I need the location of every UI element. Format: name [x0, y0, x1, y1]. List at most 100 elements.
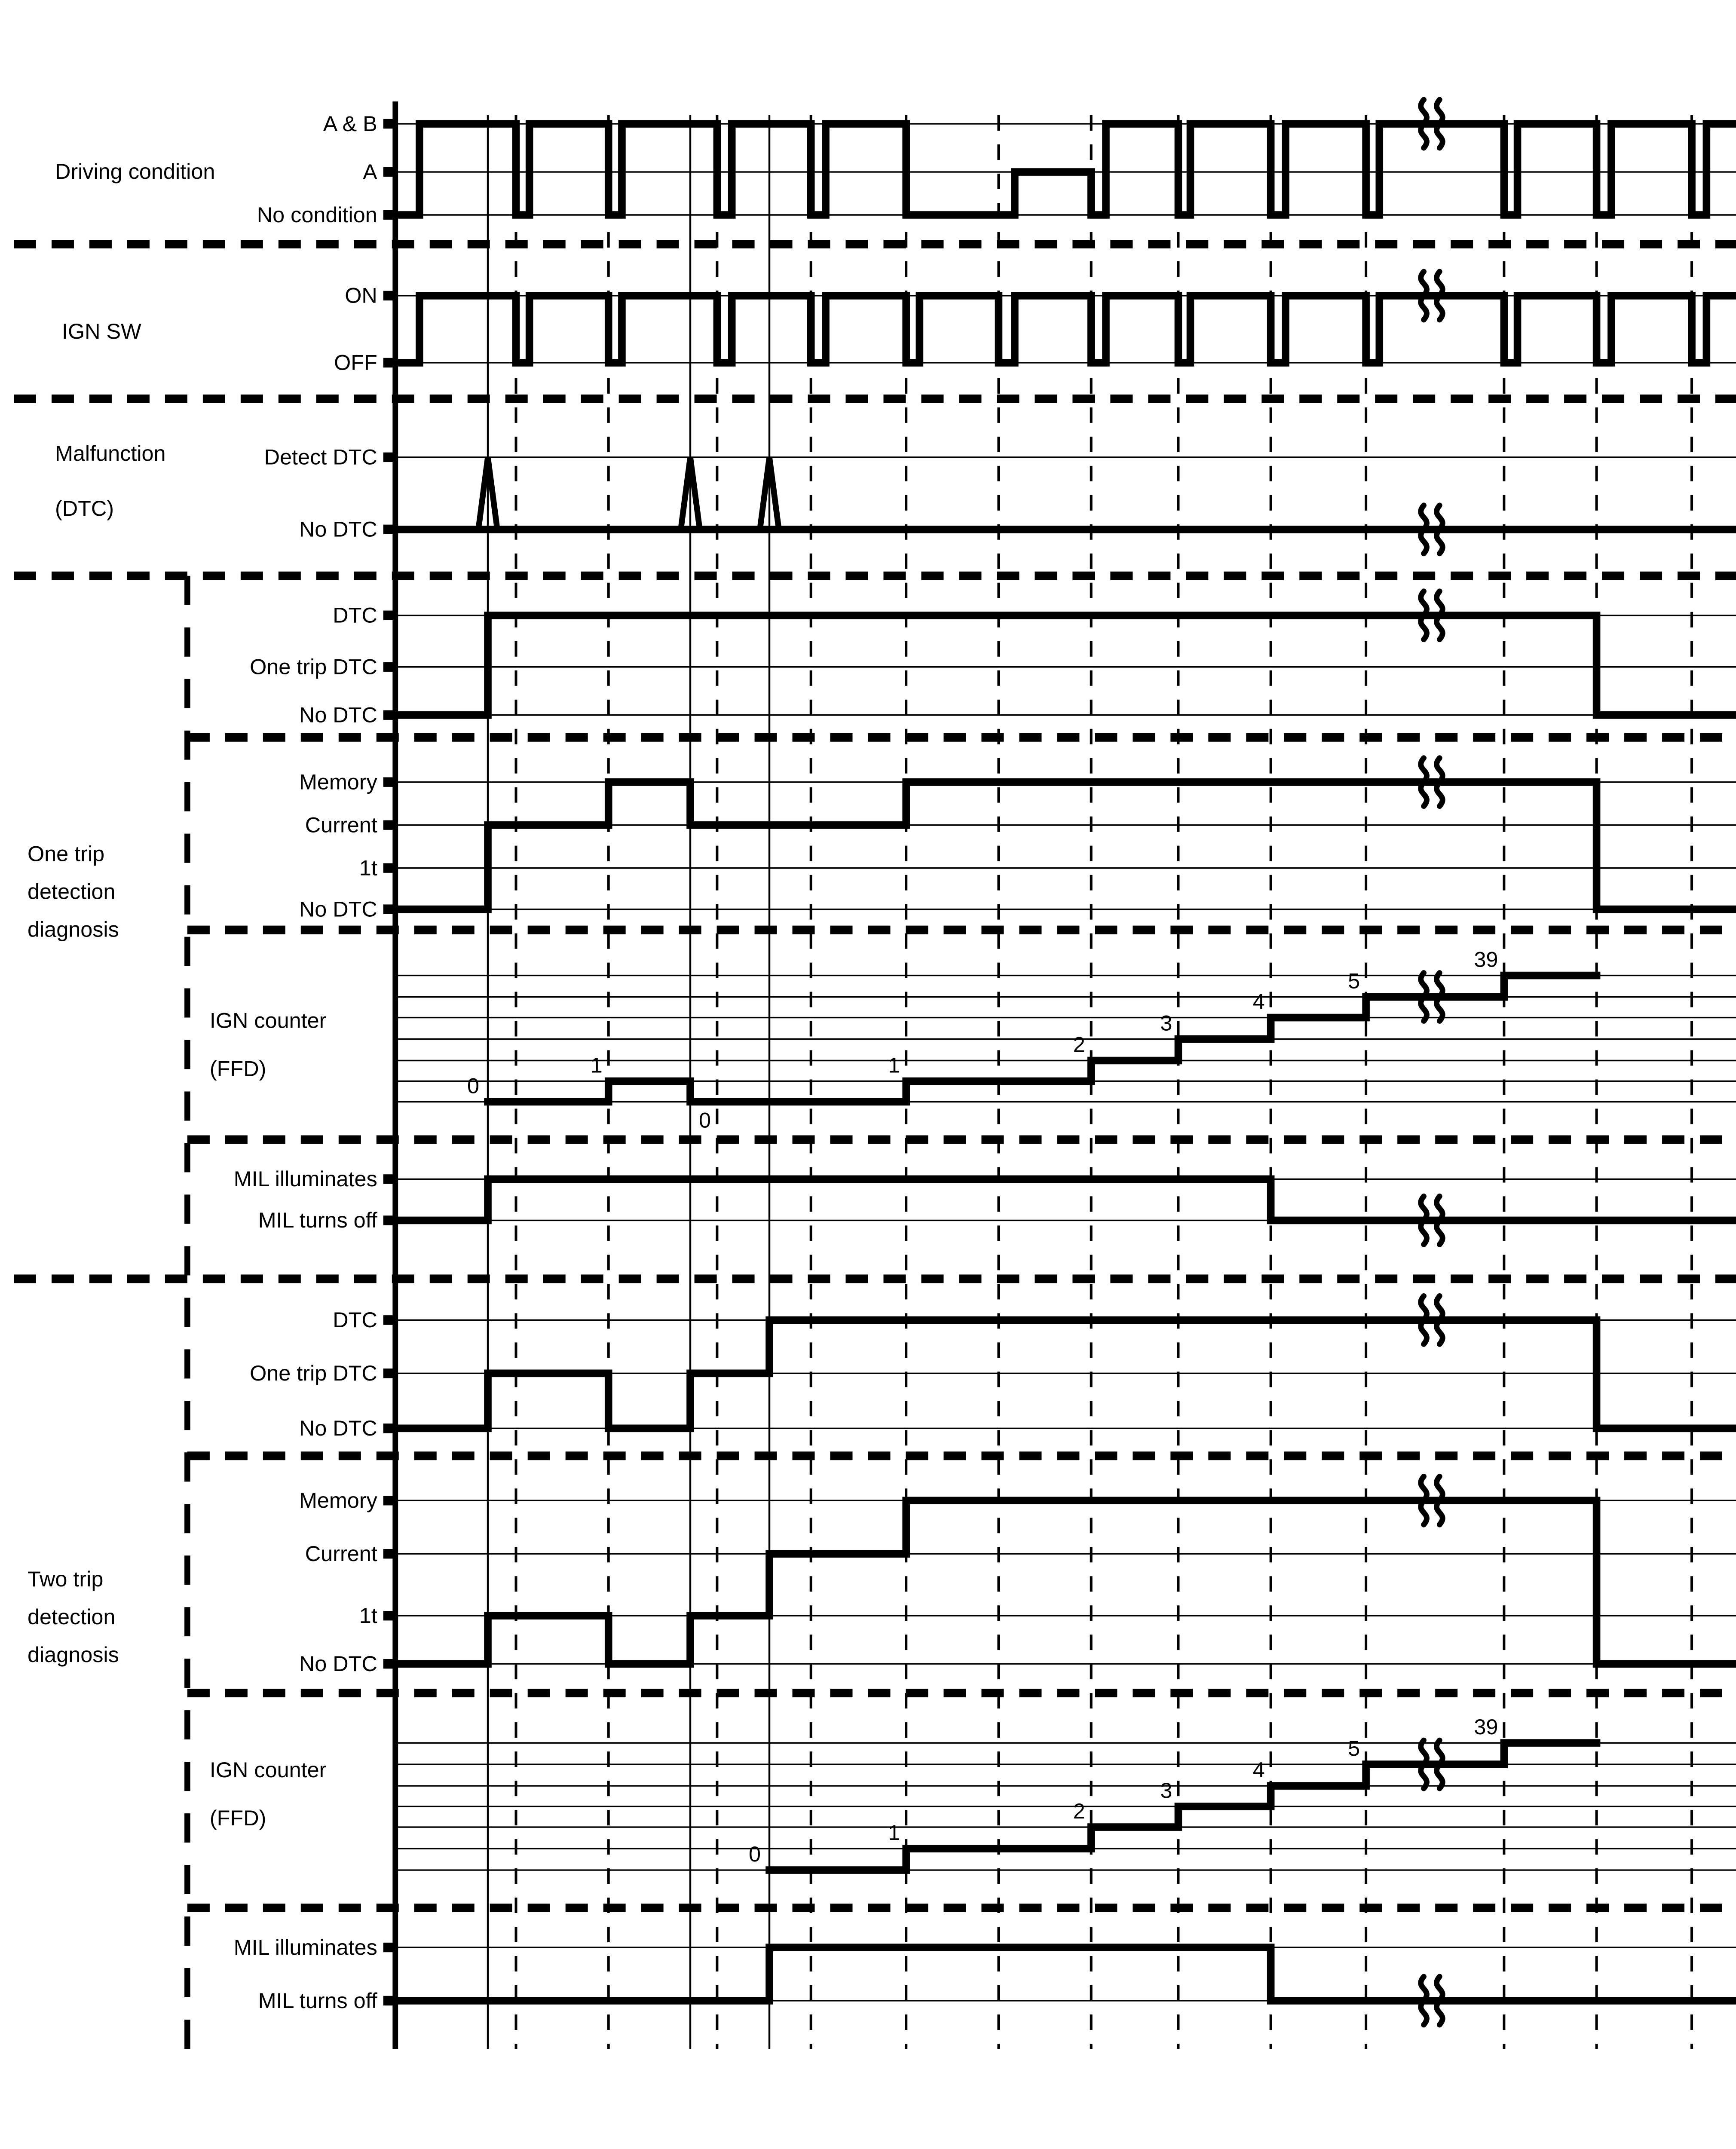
one-trip-dtc-level-label: One trip DTC — [250, 655, 377, 679]
ign-sw-group-label: IGN SW — [62, 319, 141, 343]
level-tick — [383, 777, 393, 787]
two-trip-memory-break-icon — [1418, 1473, 1430, 1528]
counter-value-label: 1 — [888, 1053, 900, 1078]
driving-condition-break-icon — [1434, 97, 1445, 151]
two-trip-dtc-waveform — [391, 1316, 1736, 1433]
counter-value-label: 39 — [1474, 947, 1498, 972]
level-tick — [383, 610, 393, 620]
dtc-detect-spike — [757, 456, 782, 530]
malfunction-dtc-break-icon — [1418, 502, 1430, 557]
malfunction-dtc-level-label: Detect DTC — [264, 445, 377, 469]
two-trip-memory-level-label: Memory — [299, 1488, 378, 1512]
ign-sw-waveform — [391, 292, 1736, 367]
level-tick — [383, 1942, 393, 1953]
section-label-two-trip: detection — [28, 1604, 115, 1629]
dtc-detect-spike — [678, 456, 703, 530]
section-label-two-trip: diagnosis — [28, 1642, 119, 1667]
level-tick — [383, 820, 393, 830]
one-trip-mil-break-icon — [1418, 1194, 1430, 1247]
level-tick — [383, 119, 393, 129]
level-tick — [383, 1496, 393, 1506]
counter-value-label: 1 — [888, 1820, 900, 1845]
counter-value-label: 4 — [1253, 989, 1265, 1014]
two-trip-mil-break-icon — [1434, 1974, 1445, 2028]
driving-condition-level-label: A & B — [323, 111, 377, 136]
two-trip-dtc-break-icon — [1434, 1293, 1445, 1347]
one-trip-ign-counter-break-icon — [1434, 970, 1445, 1024]
two-trip-mil-waveform — [391, 1944, 1736, 2005]
two-trip-mil-level-label: MIL illuminates — [234, 1935, 377, 1959]
driving-condition-break-icon — [1418, 97, 1430, 151]
counter-value-label: 5 — [1348, 1736, 1360, 1760]
driving-condition-level-label: A — [363, 159, 377, 184]
two-trip-memory-waveform — [391, 1497, 1736, 1668]
counter-value-label: 1 — [591, 1053, 603, 1078]
level-tick — [383, 710, 393, 720]
one-trip-memory-break-icon — [1418, 755, 1430, 809]
one-trip-ign-counter-staircase — [484, 971, 1601, 1106]
section-label-one-trip: diagnosis — [28, 917, 119, 942]
two-trip-mil-level-label: MIL turns off — [258, 1988, 378, 2013]
two-trip-dtc-break-icon — [1418, 1293, 1430, 1347]
one-trip-dtc-waveform — [391, 611, 1736, 719]
two-trip-ign-counter-group-label: IGN counter — [210, 1757, 327, 1782]
ign-sw-level-label: OFF — [334, 350, 377, 375]
two-trip-mil-break-icon — [1418, 1974, 1430, 2028]
driving-condition-waveform — [391, 120, 1736, 219]
one-trip-dtc-level-label: DTC — [333, 603, 377, 628]
counter-value-label: 3 — [1160, 1011, 1172, 1035]
level-tick — [383, 1996, 393, 2006]
level-tick — [383, 1174, 393, 1184]
ign-sw-break-icon — [1418, 269, 1430, 323]
dtc-detect-spike — [475, 456, 500, 530]
two-trip-ign-counter-break-icon — [1434, 1737, 1445, 1791]
level-tick — [383, 1423, 393, 1433]
level-tick — [383, 524, 393, 535]
one-trip-dtc-level-label: No DTC — [299, 703, 377, 727]
level-tick — [383, 1610, 393, 1621]
level-tick — [383, 167, 393, 177]
counter-value-label: 2 — [1073, 1799, 1085, 1823]
one-trip-memory-break-icon — [1434, 755, 1445, 809]
malfunction-dtc-break-icon — [1434, 502, 1445, 557]
two-trip-memory-level-label: 1t — [359, 1603, 377, 1628]
two-trip-memory-level-label: Current — [305, 1541, 377, 1566]
level-tick — [383, 1368, 393, 1378]
ign-sw-break-icon — [1434, 269, 1445, 323]
level-tick — [383, 863, 393, 873]
level-tick — [383, 452, 393, 462]
one-trip-mil-break-icon — [1434, 1194, 1445, 1247]
ign-sw-level-label: ON — [345, 283, 377, 308]
two-trip-ign-counter-break-icon — [1418, 1737, 1430, 1791]
two-trip-memory-break-icon — [1434, 1473, 1445, 1528]
one-trip-mil-waveform — [391, 1175, 1736, 1225]
section-label-one-trip: One trip — [28, 842, 104, 866]
counter-value-label: 5 — [1348, 969, 1360, 993]
level-tick — [383, 291, 393, 301]
one-trip-dtc-break-icon — [1434, 588, 1445, 643]
one-trip-ign-counter-break-icon — [1418, 970, 1430, 1024]
malfunction-dtc-group-label: (DTC) — [55, 496, 114, 520]
counter-value-label: 4 — [1253, 1757, 1265, 1782]
malfunction-dtc-level-label: No DTC — [299, 517, 377, 542]
two-trip-ign-counter-staircase — [765, 1739, 1601, 1874]
one-trip-dtc-break-icon — [1418, 588, 1430, 643]
level-tick — [383, 358, 393, 368]
one-trip-memory-level-label: Current — [305, 812, 377, 837]
level-tick — [383, 210, 393, 220]
two-trip-ign-counter-group-label: (FFD) — [210, 1806, 266, 1830]
counter-value-label: 2 — [1073, 1032, 1085, 1057]
two-trip-dtc-level-label: One trip DTC — [250, 1361, 377, 1385]
counter-value-label: 0 — [749, 1842, 761, 1866]
one-trip-memory-level-label: 1t — [359, 855, 377, 880]
counter-value-label: 0 — [467, 1073, 479, 1098]
one-trip-memory-waveform — [391, 778, 1736, 913]
driving-condition-level-label: No condition — [257, 202, 377, 227]
one-trip-memory-level-label: Memory — [299, 769, 378, 794]
level-tick — [383, 1549, 393, 1559]
level-tick — [383, 904, 393, 914]
one-trip-ign-counter-group-label: IGN counter — [210, 1008, 327, 1033]
two-trip-dtc-level-label: No DTC — [299, 1416, 377, 1440]
